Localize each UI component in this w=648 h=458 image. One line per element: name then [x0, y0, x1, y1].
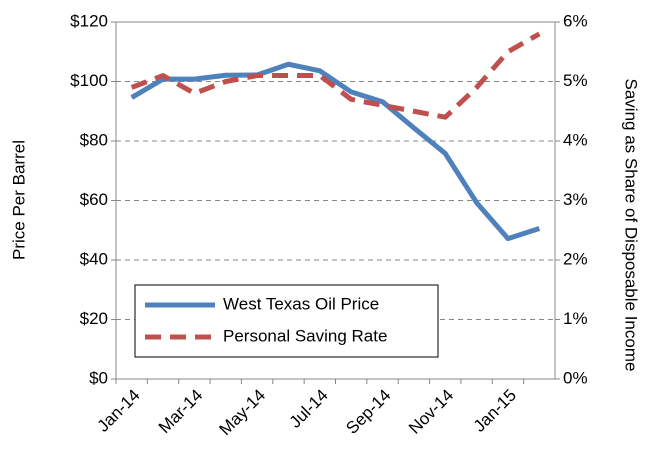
y-tick-label: $60 — [80, 190, 108, 209]
y-tick-label: $40 — [80, 249, 108, 268]
x-tick-label: Sep-14 — [342, 386, 394, 438]
x-tick-label: Jan-14 — [93, 386, 143, 436]
y2-tick-label: 6% — [563, 11, 588, 30]
legend-box — [134, 284, 439, 358]
y-axis-label: Price Per Barrel — [9, 140, 28, 260]
y-tick-label: $80 — [80, 130, 108, 149]
y-tick-label: $0 — [89, 368, 108, 387]
y-tick-label: $20 — [80, 309, 108, 328]
y2-tick-label: 0% — [563, 368, 588, 387]
x-tick-label: Jul-14 — [286, 386, 332, 432]
x-tick-label: Jan-15 — [470, 386, 520, 436]
series-line — [130, 31, 541, 120]
y2-tick-label: 1% — [563, 309, 588, 328]
series-line — [130, 61, 541, 242]
y-tick-label: $120 — [70, 11, 108, 30]
x-tick-label: May-14 — [216, 386, 270, 440]
y-tick-label: $100 — [70, 71, 108, 90]
x-tick-label: Nov-14 — [405, 386, 457, 438]
legend-label: West Texas Oil Price — [223, 294, 379, 313]
y2-axis-label: Saving as Share of Disposable Income — [622, 79, 641, 372]
x-tick-label: Mar-14 — [155, 386, 207, 438]
y2-tick-label: 4% — [563, 130, 588, 149]
y2-tick-label: 5% — [563, 71, 588, 90]
legend-label: Personal Saving Rate — [223, 326, 387, 345]
y2-tick-label: 3% — [563, 190, 588, 209]
y2-tick-label: 2% — [563, 249, 588, 268]
